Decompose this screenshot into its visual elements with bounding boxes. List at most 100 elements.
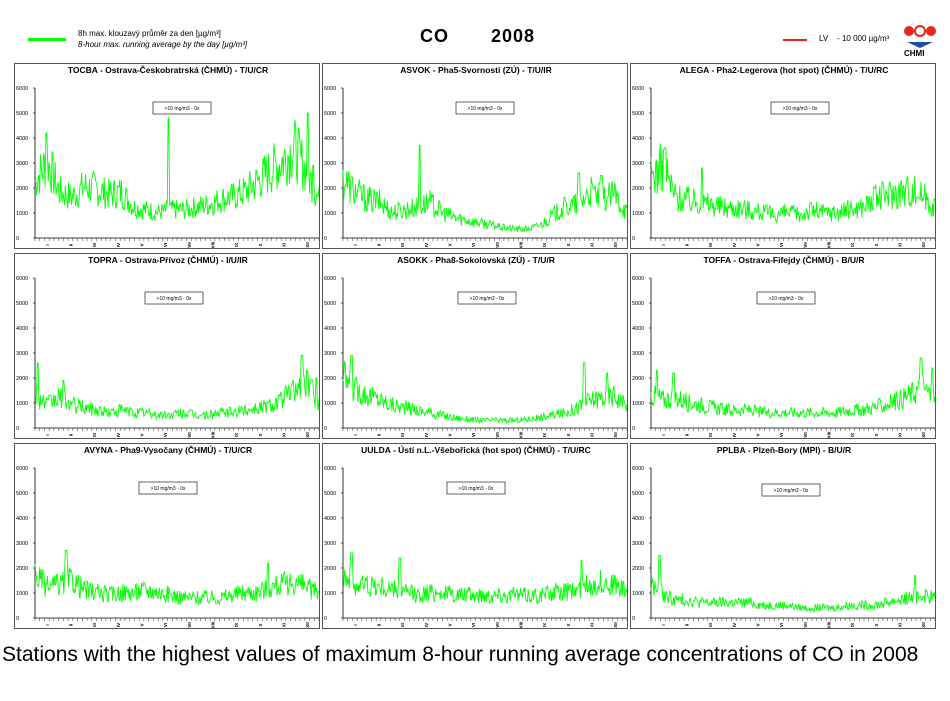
x-tick-label: III <box>400 623 405 627</box>
y-tick-label: 2000 <box>632 186 644 192</box>
exceedance-box <box>455 101 515 115</box>
y-tick-label: 6000 <box>324 276 336 282</box>
y-tick-label: 5000 <box>16 301 28 307</box>
exceedance-note: >10 mg/m3 - 0x <box>769 296 804 302</box>
chart-title: UULDA - Ústí n.L.-Všebořická (hot spot) … <box>361 444 591 455</box>
exceedance-note: >10 mg/m3 - 0x <box>151 486 186 492</box>
y-tick-label: 1000 <box>16 591 28 597</box>
legend-swatch-8h <box>28 38 66 41</box>
x-tick-label: VII <box>187 242 192 248</box>
x-tick-label: X <box>258 243 263 246</box>
exceedance-note: >10 mg/m3 - 0x <box>459 486 494 492</box>
y-tick-label: 2000 <box>632 376 644 382</box>
y-tick-label: 4000 <box>16 326 28 332</box>
y-tick-label: 2000 <box>324 186 336 192</box>
y-tick-label: 5000 <box>632 111 644 117</box>
x-tick-label: IV <box>424 243 429 247</box>
legend-label-cz: 8h max. klouzavý průměr za den [µg/m³] <box>78 29 221 38</box>
x-tick-label: VIII <box>211 622 216 629</box>
x-tick-label: VI <box>163 433 168 437</box>
chart-title: PPLBA - Plzeň-Bory (MPI) - B/U/R <box>717 445 851 455</box>
concentration-series-line <box>34 112 319 221</box>
series-legend: 8h max. klouzavý průměr za den [µg/m³] 8… <box>28 28 288 54</box>
page-title: CO 2008 <box>420 26 536 46</box>
y-tick-label: 2000 <box>16 566 28 572</box>
exceedance-note: >10 mg/m3 - 0x <box>783 106 818 112</box>
y-tick-label: 6000 <box>324 86 336 92</box>
x-tick-label: II <box>69 624 74 627</box>
x-tick-label: IX <box>234 623 239 627</box>
exceedance-box <box>756 291 816 305</box>
y-tick-label: 3000 <box>632 541 644 547</box>
x-tick-label: I <box>353 244 358 245</box>
exceedance-box <box>770 101 830 115</box>
y-tick-label: 4000 <box>16 136 28 142</box>
x-tick-label: IV <box>424 623 429 627</box>
concentration-series-line <box>34 355 319 421</box>
x-tick-label: I <box>353 434 358 435</box>
legend-swatch-lv <box>783 39 807 41</box>
x-tick-label: III <box>708 623 713 627</box>
x-tick-label: VII <box>187 622 192 628</box>
x-tick-label: I <box>661 624 666 625</box>
x-tick-label: V <box>448 243 453 246</box>
x-tick-label: XII <box>921 432 926 438</box>
y-tick-label: 0 <box>324 236 327 242</box>
y-tick-label: 3000 <box>632 161 644 167</box>
station-chart: TOCBA - Ostrava-Českobratrská (ČHMÚ) - T… <box>16 64 319 248</box>
y-tick-label: 0 <box>632 236 635 242</box>
x-tick-label: XI <box>282 433 287 437</box>
x-tick-label: XII <box>613 432 618 438</box>
x-tick-label: X <box>874 623 879 626</box>
y-tick-label: 4000 <box>632 516 644 522</box>
x-tick-label: IV <box>732 243 737 247</box>
y-tick-label: 4000 <box>632 326 644 332</box>
x-tick-label: XII <box>613 622 618 628</box>
y-tick-label: 5000 <box>632 301 644 307</box>
x-tick-label: IX <box>542 623 547 627</box>
x-tick-label: VI <box>163 623 168 627</box>
x-tick-label: I <box>661 244 666 245</box>
x-tick-label: XII <box>305 242 310 248</box>
y-tick-label: 1000 <box>324 211 336 217</box>
x-tick-label: XI <box>590 433 595 437</box>
x-tick-label: XII <box>921 622 926 628</box>
y-tick-label: 1000 <box>16 211 28 217</box>
chart-title: TOPRA - Ostrava-Přívoz (ČHMÚ) - I/U/IR <box>88 254 248 265</box>
exceedance-note: >10 mg/m3 - 0x <box>774 488 809 494</box>
concentration-series-line <box>650 143 935 224</box>
x-tick-label: V <box>756 623 761 626</box>
exceedance-box <box>152 101 212 115</box>
x-tick-label: III <box>708 243 713 247</box>
station-chart: PPLBA - Plzeň-Bory (MPI) - B/U/R 0 1000 200… <box>632 445 935 629</box>
x-tick-label: VI <box>779 623 784 627</box>
y-tick-label: 6000 <box>632 86 644 92</box>
x-tick-label: IX <box>234 433 239 437</box>
x-tick-label: VI <box>471 243 476 247</box>
x-tick-label: V <box>140 623 145 626</box>
y-tick-label: 3000 <box>16 351 28 357</box>
x-tick-label: IX <box>542 433 547 437</box>
x-tick-label: IX <box>542 243 547 247</box>
x-tick-label: X <box>566 623 571 626</box>
y-tick-label: 5000 <box>324 111 336 117</box>
station-chart-panel: TOCBA - Ostrava-Českobratrská (ČHMÚ) - T… <box>14 63 320 249</box>
station-chart-panel: PPLBA - Plzeň-Bory (MPI) - B/U/R 0 1000 200… <box>630 443 936 629</box>
exceedance-box <box>457 291 517 305</box>
x-tick-label: VIII <box>519 242 524 249</box>
y-tick-label: 1000 <box>324 401 336 407</box>
x-tick-label: XI <box>282 623 287 627</box>
x-tick-label: VII <box>495 432 500 438</box>
x-tick-label: IV <box>116 623 121 627</box>
station-chart-panel: TOFFA - Ostrava-Fifejdy (ČHMÚ) - B/U/R 0 1… <box>630 253 936 439</box>
x-tick-label: II <box>69 244 74 247</box>
x-tick-label: I <box>45 434 50 435</box>
y-tick-label: 4000 <box>324 516 336 522</box>
y-tick-label: 2000 <box>324 566 336 572</box>
x-tick-label: II <box>685 624 690 627</box>
x-tick-label: III <box>92 243 97 247</box>
x-tick-label: VIII <box>827 622 832 629</box>
x-tick-label: VII <box>803 622 808 628</box>
station-chart: ALEGA - Pha2-Legerova (hot spot) (ČHMÚ) … <box>632 64 935 248</box>
station-chart: TOFFA - Ostrava-Fifejdy (ČHMÚ) - B/U/R 0 1… <box>632 254 935 438</box>
